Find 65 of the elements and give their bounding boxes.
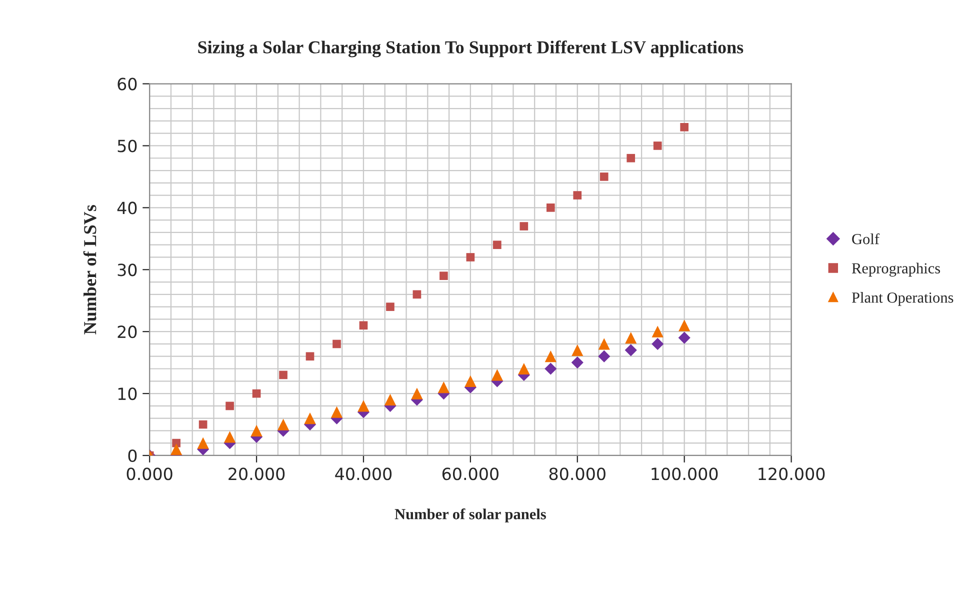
point	[573, 191, 582, 200]
point	[678, 332, 690, 344]
point	[652, 326, 664, 338]
point	[226, 402, 234, 410]
y-tick-label: 50	[118, 140, 137, 152]
point	[572, 344, 584, 356]
y-tick-label: 0	[128, 449, 137, 462]
x-tick-label: 40.000	[335, 468, 392, 480]
point	[680, 122, 689, 132]
x-axis-title: Number of solar panels	[394, 508, 546, 522]
x-tick-label: 20.000	[228, 468, 285, 480]
point	[466, 253, 475, 262]
point	[518, 362, 530, 375]
point	[652, 338, 664, 350]
y-tick-label: 20	[118, 326, 137, 338]
point	[440, 272, 448, 280]
x-tick-label: 100.000	[652, 468, 718, 480]
point	[304, 412, 316, 424]
point	[412, 290, 422, 299]
point	[306, 352, 314, 361]
x-tick-label: 120.000	[758, 468, 825, 480]
point	[384, 394, 396, 406]
point	[624, 344, 637, 356]
point	[170, 443, 182, 456]
point	[600, 172, 608, 181]
y-axis-title: Number of LSVs	[83, 205, 96, 334]
y-tick-label: 60	[118, 78, 137, 90]
legend-label: Plant Operations	[852, 292, 954, 306]
point	[493, 240, 502, 250]
point	[411, 388, 423, 400]
point	[571, 356, 584, 369]
legend-label: Golf	[852, 233, 880, 244]
y-tick-label: 30	[118, 264, 137, 276]
point	[198, 420, 208, 429]
point	[544, 362, 557, 375]
point	[250, 424, 262, 437]
point	[386, 302, 394, 311]
point	[678, 320, 690, 332]
point	[625, 332, 637, 344]
point	[544, 350, 556, 362]
point	[598, 338, 610, 350]
y-tick-label: 10	[118, 387, 137, 400]
point	[491, 369, 503, 381]
point	[598, 350, 610, 362]
x-tick-label: 0.000	[126, 468, 172, 480]
point	[546, 204, 555, 212]
point	[438, 382, 450, 394]
y-tick-label: 40	[117, 202, 137, 214]
point	[279, 370, 288, 380]
point	[197, 437, 209, 449]
point	[358, 400, 370, 412]
point	[520, 222, 528, 230]
point	[224, 431, 236, 443]
point	[252, 389, 261, 398]
x-tick-label: 60.000	[442, 468, 498, 480]
point	[626, 154, 636, 162]
point	[332, 340, 341, 348]
point	[330, 406, 343, 418]
point	[359, 321, 368, 330]
chart-title: Sizing a Solar Charging Station To Support Different LSV applications	[198, 40, 744, 58]
point	[653, 142, 662, 150]
point	[277, 418, 290, 430]
legend-label: Reprographics	[852, 262, 940, 277]
point	[464, 375, 476, 387]
x-tick-label: 80.000	[549, 468, 606, 480]
